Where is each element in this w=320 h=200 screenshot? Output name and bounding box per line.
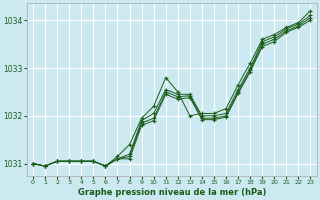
X-axis label: Graphe pression niveau de la mer (hPa): Graphe pression niveau de la mer (hPa): [77, 188, 266, 197]
